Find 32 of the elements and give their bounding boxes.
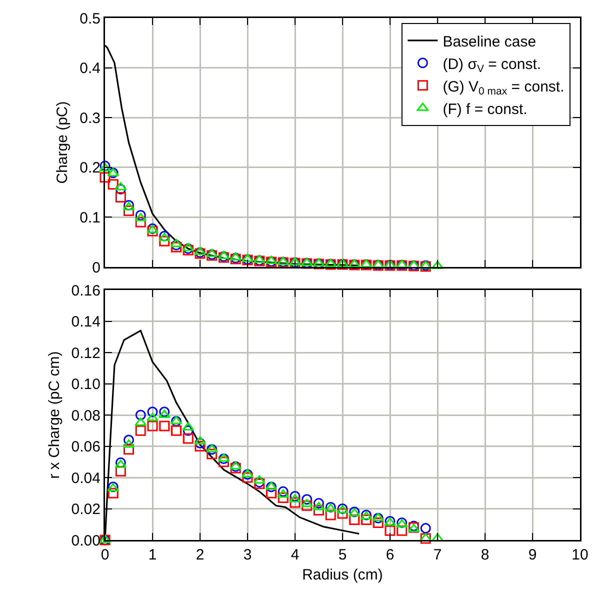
y-axis-title: Charge (pC) <box>54 101 72 184</box>
legend-label: (D) σ$_{V}$ = const. <box>442 56 542 75</box>
y-tick-label: 0.1 <box>80 209 100 226</box>
x-tick-label: 6 <box>386 546 394 564</box>
y-tick-label: 0.04 <box>71 470 100 487</box>
y-tick-label: 0.5 <box>80 10 100 28</box>
x-axis-title: Radius (cm) <box>302 566 383 584</box>
y-tick-label: 0.16 <box>71 282 100 300</box>
y-tick-label: 0.10 <box>71 376 100 393</box>
y-tick-label: 0.06 <box>71 438 100 456</box>
x-tick-label: 7 <box>433 546 442 564</box>
x-tick-label: 5 <box>338 546 347 564</box>
y-tick-label: 0.02 <box>71 501 100 518</box>
y-tick-label: 0.4 <box>80 60 100 78</box>
x-tick-label: 4 <box>290 546 300 564</box>
x-tick-label: 2 <box>196 546 204 564</box>
x-tick-label: 3 <box>243 546 252 564</box>
y-tick-label: 0.08 <box>71 407 100 424</box>
x-tick-label: 9 <box>528 546 537 564</box>
y-tick-label: 0.2 <box>80 160 100 177</box>
y-tick-label: 0.14 <box>71 314 100 330</box>
y-tick-label: 0.00 <box>71 532 100 550</box>
y-tick-label: 0.12 <box>71 344 100 362</box>
legend-label: (F) f = const. <box>442 100 528 118</box>
y-axis-title: r x Charge (pC cm) <box>46 351 63 479</box>
y-tick-label: 0.3 <box>80 110 100 127</box>
legend-label: Baseline case <box>442 33 536 50</box>
x-tick-label: 10 <box>572 546 588 564</box>
x-tick-label: 1 <box>148 546 157 564</box>
y-tick-label: 0 <box>92 259 100 276</box>
legend-label: (G) V$_{0 max}$ = const. <box>442 78 564 98</box>
x-tick-label: 8 <box>480 546 490 564</box>
